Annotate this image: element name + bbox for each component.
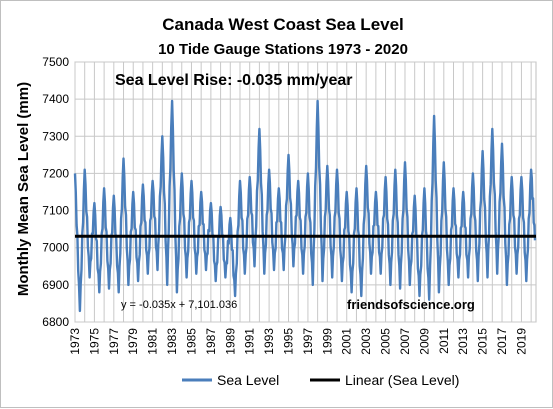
chart-subtitle: 10 Tide Gauge Stations 1973 - 2020: [158, 41, 408, 58]
y-tick-label: 7100: [42, 204, 69, 218]
x-tick-label: 1991: [243, 328, 257, 355]
x-tick-label: 2019: [514, 328, 528, 355]
y-tick-label: 7200: [42, 166, 69, 180]
x-tick-label: 2017: [495, 328, 509, 355]
chart-title: Canada West Coast Sea Level: [162, 15, 404, 34]
x-tick-label: 1999: [320, 328, 334, 355]
y-tick-label: 6800: [42, 315, 69, 329]
y-tick-labels: 6800 6900 7000 7100 7200 7300 7400 7500: [42, 55, 69, 329]
x-tick-label: 2007: [398, 328, 412, 355]
y-tick-label: 7000: [42, 241, 69, 255]
y-tick-label: 7400: [42, 92, 69, 106]
x-tick-label: 1983: [165, 328, 179, 355]
y-tick-label: 6900: [42, 278, 69, 292]
x-tick-label: 1987: [204, 328, 218, 355]
legend-label-sea-level: Sea Level: [217, 372, 279, 388]
source-annotation: friendsofscience.org: [347, 297, 475, 312]
y-axis-label: Monthly Mean Sea Level (mm): [15, 82, 32, 296]
y-tick-label: 7300: [42, 129, 69, 143]
x-tick-label: 2009: [417, 328, 431, 355]
x-tick-label: 1979: [126, 328, 140, 355]
x-tick-label: 1985: [184, 328, 198, 355]
y-tick-label: 7500: [42, 55, 69, 69]
equation-annotation: y = -0.035x + 7,101.036: [121, 299, 237, 311]
x-tick-label: 2015: [476, 328, 490, 355]
x-tick-label: 2013: [456, 328, 470, 355]
plot-area: [73, 99, 537, 313]
legend: Sea Level Linear (Sea Level): [182, 372, 459, 388]
x-tick-label: 1997: [301, 328, 315, 355]
x-tick-label: 2005: [379, 328, 393, 355]
x-tick-label: 1993: [262, 328, 276, 355]
sea-level-line: [73, 99, 537, 313]
x-tick-label: 1995: [282, 328, 296, 355]
x-tick-label: 2001: [340, 328, 354, 355]
x-tick-label: 1977: [107, 328, 121, 355]
x-tick-label: 1981: [146, 328, 160, 355]
x-tick-label: 1989: [223, 328, 237, 355]
x-tick-label: 1973: [68, 328, 82, 355]
x-tick-label: 2003: [359, 328, 373, 355]
x-tick-label: 1975: [87, 328, 101, 355]
x-tick-label: 2011: [437, 328, 451, 354]
rise-annotation: Sea Level Rise: -0.035 mm/year: [115, 72, 352, 89]
legend-label-linear: Linear (Sea Level): [345, 372, 459, 388]
x-tick-labels: 1973 1975 1977 1979 1981 1983 1985 1987 1989 1991…: [68, 328, 528, 355]
